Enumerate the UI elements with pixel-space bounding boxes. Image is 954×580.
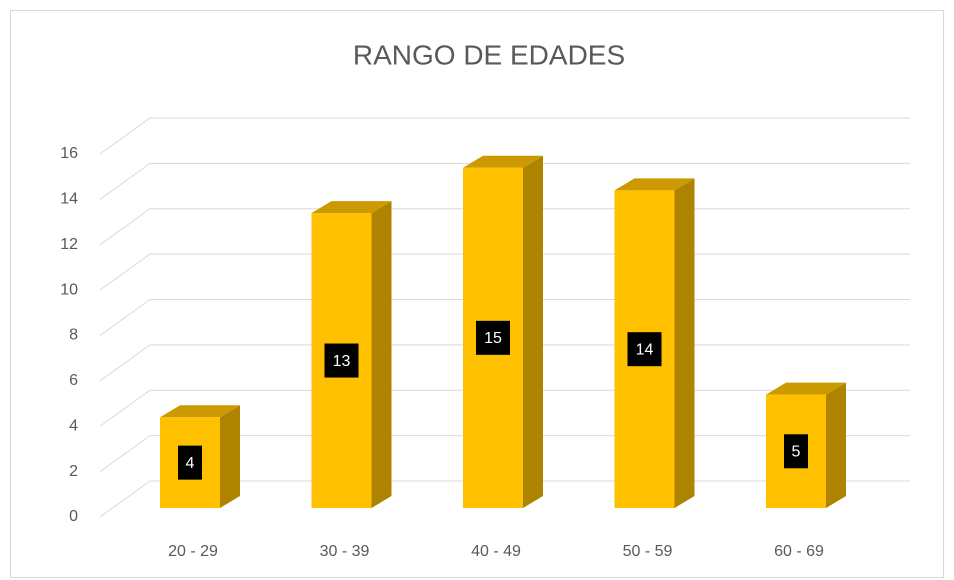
data-label-box — [178, 445, 202, 480]
data-label-box — [784, 434, 808, 469]
y-tick-label: 14 — [60, 191, 78, 208]
y-tick-label: 0 — [69, 508, 78, 525]
data-label: 14 — [636, 341, 654, 358]
y-tick-label: 4 — [69, 417, 78, 434]
data-label-box — [324, 343, 359, 378]
data-label: 15 — [484, 330, 502, 347]
grid-line — [99, 162, 910, 200]
data-label-box — [476, 320, 510, 355]
data-label: 5 — [792, 444, 801, 461]
x-tick-label: 50 - 59 — [623, 543, 673, 560]
y-tick-label: 2 — [69, 463, 78, 480]
chart-title: RANGO DE EDADES — [353, 39, 625, 70]
data-label: 13 — [333, 353, 351, 370]
bar-side — [371, 201, 392, 508]
data-label: 4 — [186, 455, 195, 472]
x-tick-label: 60 - 69 — [774, 543, 824, 560]
bar — [614, 178, 695, 508]
bar-top — [311, 201, 392, 214]
x-tick-label: 40 - 49 — [471, 543, 521, 560]
bar-top — [463, 155, 543, 168]
y-tick-label: 6 — [69, 372, 78, 389]
bar-top — [160, 405, 240, 418]
bar-side — [220, 405, 240, 508]
bar-top — [614, 178, 695, 191]
grid-line — [99, 117, 910, 155]
x-tick-label: 30 - 39 — [320, 543, 370, 560]
y-tick-label: 12 — [60, 236, 78, 253]
bar-side — [523, 155, 543, 508]
y-tick-label: 10 — [60, 281, 78, 298]
bar-side — [826, 382, 846, 508]
data-label-box — [627, 332, 662, 367]
bar — [311, 201, 392, 508]
bar-top — [766, 382, 846, 395]
bar-side — [674, 178, 695, 508]
y-tick-label: 16 — [60, 145, 78, 162]
x-tick-label: 20 - 29 — [168, 543, 218, 560]
y-tick-label: 8 — [69, 327, 78, 344]
